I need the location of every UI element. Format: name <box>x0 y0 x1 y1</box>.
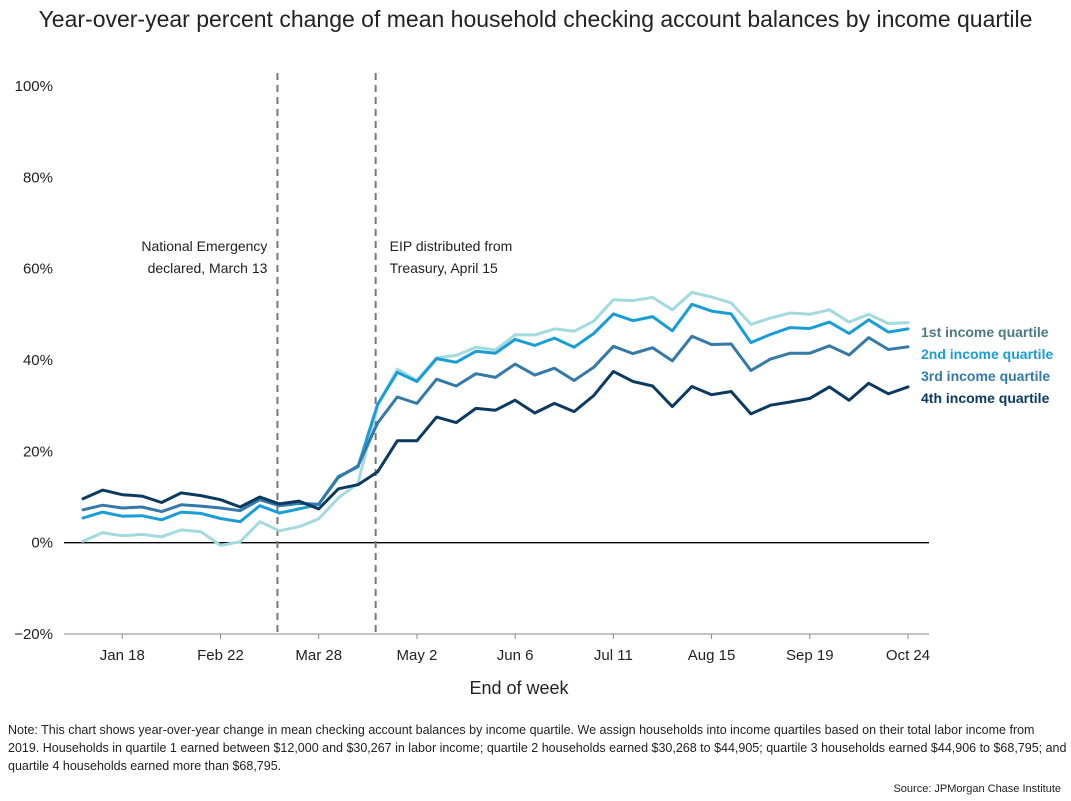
chart-title: Year-over-year percent change of mean ho… <box>38 6 1033 32</box>
y-axis: −20% 0% 20% 40% 60% 80% 100% <box>14 78 929 643</box>
legend-entry: 1st income quartile <box>921 324 1049 340</box>
x-tick-label: Aug 15 <box>688 647 736 664</box>
chart-note: Note: This chart shows year-over-year ch… <box>8 723 1067 773</box>
annotation-label: EIP distributed from <box>390 238 513 254</box>
legend-entry: 4th income quartile <box>921 390 1050 406</box>
annotation-label: National Emergency <box>141 238 267 254</box>
x-tick-label: Jul 11 <box>594 647 633 664</box>
x-tick-label: Sep 19 <box>786 647 834 664</box>
x-tick-label: Feb 22 <box>197 647 244 664</box>
legend-entry: 2nd income quartile <box>921 346 1053 362</box>
x-axis: Jan 18 Feb 22 Mar 28 May 2 Jun 6 Jul 11 Aug 15… <box>64 633 930 698</box>
y-tick-label: 20% <box>23 443 53 460</box>
y-tick-label: 60% <box>23 261 53 278</box>
series-line <box>81 334 910 514</box>
x-tick-label: May 2 <box>396 647 437 664</box>
y-tick-label: −20% <box>14 626 53 643</box>
series-line <box>81 302 910 524</box>
x-tick-label: Jun 6 <box>497 647 534 664</box>
annotation-label: Treasury, April 15 <box>390 260 498 276</box>
x-tick-label: Oct 24 <box>886 647 930 664</box>
series-line <box>81 290 910 547</box>
legend: 1st income quartile 2nd income quartile 3r… <box>921 324 1053 406</box>
x-tick-label: Jan 18 <box>100 647 145 664</box>
x-axis-title: End of week <box>469 678 569 698</box>
y-tick-label: 100% <box>15 78 53 95</box>
legend-entry: 3rd income quartile <box>921 368 1050 384</box>
line-chart: −20% 0% 20% 40% 60% 80% 100% Jan 18 Feb 22 Mar 2… <box>14 73 1053 698</box>
chart-source: Source: JPMorgan Chase Institute <box>893 783 1061 795</box>
series-group <box>81 290 910 547</box>
y-tick-label: 40% <box>23 352 53 369</box>
y-tick-label: 80% <box>23 169 53 186</box>
x-tick-label: Mar 28 <box>295 647 342 664</box>
y-tick-label: 0% <box>31 535 53 552</box>
annotation-label: declared, March 13 <box>148 260 268 276</box>
annotations: National Emergency declared, March 13 EIP … <box>141 73 512 634</box>
series-line <box>81 369 910 511</box>
